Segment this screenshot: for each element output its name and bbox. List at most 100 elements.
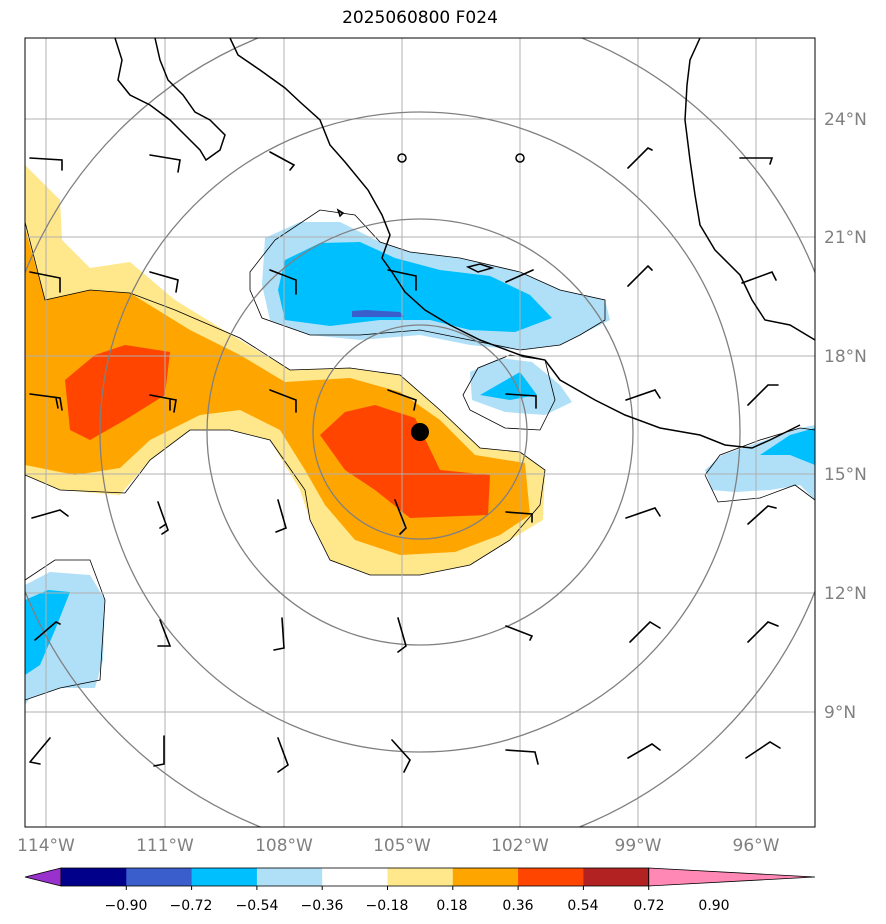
colorbar-segment	[452, 868, 519, 886]
positive-contour-0.54b	[320, 405, 490, 518]
wind-barb	[149, 271, 179, 293]
wind-barb	[153, 735, 165, 767]
contour-line-2	[249, 209, 606, 351]
lat-label: 12°N	[824, 584, 867, 604]
lat-label: 15°N	[824, 465, 867, 485]
contour-line-1	[25, 221, 546, 576]
wind-barb	[397, 617, 407, 653]
lon-label: 114°W	[17, 836, 75, 856]
colorbar-tick-label: −0.18	[366, 898, 409, 914]
negative-west-0.36	[25, 590, 70, 675]
lat-label: 24°N	[824, 110, 867, 130]
wind-barb	[29, 157, 63, 171]
wind-barb	[391, 739, 411, 773]
contour-lines	[25, 209, 815, 701]
wind-barb	[505, 511, 533, 523]
wind-barb	[747, 505, 777, 525]
wind-barb	[627, 147, 653, 169]
colorbar-tick-label: −0.90	[105, 898, 148, 914]
contour-line-4	[704, 427, 815, 503]
shaded-field	[25, 165, 815, 705]
wind-barb	[269, 389, 297, 413]
coastline-gulf-mexico	[684, 38, 815, 341]
colorbar-tick-label: −0.54	[236, 898, 279, 914]
map-title: 2025060800 F024	[342, 8, 498, 28]
contour-line-5	[25, 559, 106, 701]
wind-barb	[273, 617, 285, 651]
wind-barb	[149, 394, 177, 413]
colorbar-extend-min	[24, 867, 62, 887]
wind-barb	[157, 501, 169, 535]
wind-barb	[29, 271, 61, 293]
coastline-mainland	[229, 38, 801, 449]
colorbar-segment	[387, 868, 454, 886]
negative-contour-0.54	[352, 310, 404, 317]
wind-barb	[741, 271, 777, 284]
wind-barb	[34, 621, 61, 641]
wind-barb	[747, 384, 779, 406]
wind-barb	[627, 743, 661, 759]
wind-barb	[269, 269, 297, 295]
wind-barb	[627, 264, 653, 287]
negative-contour-0.36	[278, 242, 552, 332]
wind-barb	[269, 151, 296, 171]
lon-label: 111°W	[136, 836, 194, 856]
wind-barb	[625, 507, 661, 519]
wind-barb	[505, 269, 534, 283]
lat-label: 21°N	[824, 228, 867, 248]
wind-barb	[149, 154, 181, 173]
wind-barb	[505, 749, 539, 765]
wind-barb	[745, 741, 781, 759]
wind-barb	[387, 269, 417, 291]
colorbar	[24, 867, 816, 890]
lon-label: 102°W	[491, 836, 549, 856]
wind-barb	[747, 621, 779, 643]
contour-line-3	[462, 354, 556, 431]
colorbar-segment	[126, 868, 193, 886]
wind-barb	[505, 625, 534, 641]
wind-barb	[387, 389, 417, 411]
range-ring-3	[99, 111, 741, 753]
calm-circle	[515, 153, 525, 163]
range-rings	[25, 38, 815, 827]
colorbar-frame	[60, 867, 650, 887]
lon-label: 99°W	[615, 836, 662, 856]
coastlines	[114, 38, 815, 449]
negative-east-0.36	[760, 428, 815, 465]
colorbar-segment	[322, 868, 388, 886]
storm-center-marker	[411, 423, 429, 441]
wind-barb	[625, 389, 661, 401]
colorbar-segment	[518, 868, 584, 886]
lon-label: 105°W	[373, 836, 431, 856]
wind-barb	[275, 499, 287, 533]
coastline-island-2	[465, 263, 495, 273]
lat-label: 18°N	[824, 347, 867, 367]
wind-barbs	[29, 147, 781, 773]
map-frame	[24, 37, 816, 828]
wind-barb	[157, 619, 172, 647]
calm-circle	[397, 153, 407, 163]
positive-contour-0.54	[65, 345, 170, 440]
colorbar-tick-label: 0.18	[436, 898, 467, 914]
wind-barb	[739, 157, 774, 165]
colorbar-segment	[61, 868, 127, 886]
wind-barb	[394, 499, 407, 535]
wind-barb	[277, 737, 289, 773]
coastline-island	[336, 208, 345, 218]
lat-label: 9°N	[824, 703, 856, 723]
coastline-baja	[114, 38, 226, 162]
lon-label: 108°W	[255, 836, 313, 856]
colorbar-tick-label: 0.90	[698, 898, 729, 914]
colorbar-tick-label: 0.54	[567, 898, 598, 914]
calm-markers	[397, 153, 525, 163]
range-ring-1	[312, 324, 528, 540]
lon-label: 96°W	[733, 836, 780, 856]
wind-barb	[29, 393, 63, 411]
wind-barb	[29, 737, 51, 765]
colorbar-tick-label: 0.36	[502, 898, 533, 914]
negative-small-0.36	[480, 372, 537, 400]
wind-barb	[505, 393, 537, 409]
colorbar-segment	[256, 868, 323, 886]
colorbar-extend-max	[648, 867, 816, 887]
